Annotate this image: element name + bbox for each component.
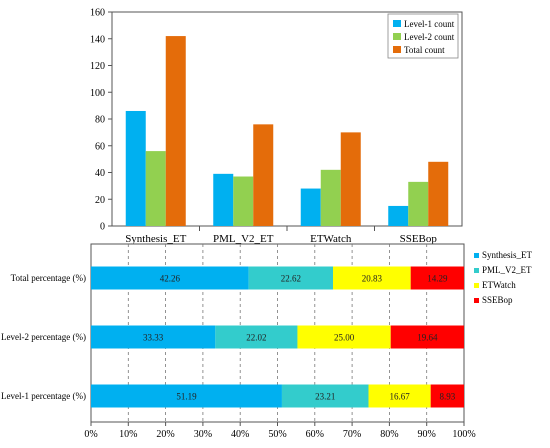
legend-label: PML_V2_ET (482, 265, 532, 275)
x-tick-label: 60% (306, 429, 324, 440)
row-label: Level-2 percentage (%) (1, 332, 86, 342)
segment-value-label: 20.83 (362, 274, 383, 284)
bar (388, 205, 409, 226)
segment-value-label: 23.21 (315, 392, 335, 402)
bar (145, 151, 166, 226)
bar (340, 132, 361, 226)
stacked-segment (281, 384, 369, 408)
x-tick-label: 10% (119, 429, 137, 440)
y-tick-label: 160 (90, 8, 105, 19)
top-bar-chart: 0 20 40 60 80 100 120 140 160 Synthesis_ET PML_V2_… (90, 8, 463, 245)
row-label: Level-1 percentage (%) (1, 391, 86, 401)
stacked-segment (91, 325, 216, 349)
legend-label: SSEBop (482, 295, 513, 305)
segment-value-label: 22.02 (246, 333, 266, 343)
y-tick-label: 80 (95, 115, 105, 126)
legend-swatch (474, 268, 479, 273)
bar (213, 173, 234, 226)
x-tick-label: 40% (231, 429, 249, 440)
segment-value-label: 42.26 (160, 274, 181, 284)
segment-value-label: 51.19 (176, 392, 197, 402)
legend-label: Total count (404, 45, 445, 55)
stacked-segment (248, 266, 334, 290)
y-tick-label: 100 (90, 88, 105, 99)
stacked-segment (297, 325, 391, 349)
legend-label: Level-1 count (404, 19, 455, 29)
x-tick-label: 20% (156, 429, 174, 440)
legend-swatch (474, 298, 479, 303)
bar (408, 181, 429, 226)
bottom-stacked-bar-chart: 0% 10% 20% 30% 40% 50% 60% 70% 80% 90% 100% Total p… (1, 243, 533, 440)
legend-label: Synthesis_ET (482, 250, 533, 260)
bar (428, 161, 449, 226)
x-category-label: ETWatch (310, 233, 352, 245)
segment-value-label: 33.33 (143, 333, 164, 343)
bar (165, 36, 186, 227)
x-tick-label: 80% (380, 429, 398, 440)
segment-value-label: 19.64 (417, 333, 438, 343)
stacked-segment (368, 384, 431, 408)
stacked-segment (410, 266, 464, 290)
stacked-segment (430, 384, 464, 408)
bar (320, 169, 341, 226)
segment-value-label: 8.93 (439, 392, 455, 402)
stacked-segment (390, 325, 464, 349)
x-category-label: PML_V2_ET (213, 233, 274, 245)
stacked-segment (91, 384, 282, 408)
stacked-segment (91, 266, 249, 290)
x-category-label: Synthesis_ET (125, 233, 186, 245)
legend-swatch (474, 253, 479, 258)
x-tick-label: 30% (194, 429, 212, 440)
bar (253, 124, 274, 226)
y-tick-label: 20 (95, 195, 105, 206)
segment-value-label: 22.62 (281, 274, 301, 284)
segment-value-label: 25.00 (334, 333, 355, 343)
stacked-segment (215, 325, 298, 349)
legend-label: ETWatch (482, 280, 516, 290)
legend-swatch (393, 46, 401, 53)
x-tick-label: 90% (418, 429, 436, 440)
x-category-label: SSEBop (400, 233, 438, 245)
y-tick-label: 140 (90, 34, 105, 45)
stacked-segment (333, 266, 411, 290)
legend-label: Level-2 count (404, 32, 455, 42)
segment-value-label: 16.67 (389, 392, 410, 402)
bar (300, 188, 321, 226)
y-tick-label: 0 (100, 222, 105, 233)
x-tick-label: 0% (84, 429, 97, 440)
legend-swatch (393, 20, 401, 27)
segment-value-label: 14.29 (427, 274, 448, 284)
y-tick-label: 60 (95, 141, 105, 152)
y-tick-label: 120 (90, 61, 105, 72)
bar (233, 176, 254, 226)
x-tick-label: 50% (268, 429, 286, 440)
x-tick-label: 100% (452, 429, 475, 440)
row-label: Total percentage (%) (11, 273, 86, 283)
y-tick-label: 40 (95, 168, 105, 179)
legend-swatch (393, 33, 401, 40)
x-tick-label: 70% (343, 429, 361, 440)
bar (125, 110, 146, 226)
legend-swatch (474, 283, 479, 288)
